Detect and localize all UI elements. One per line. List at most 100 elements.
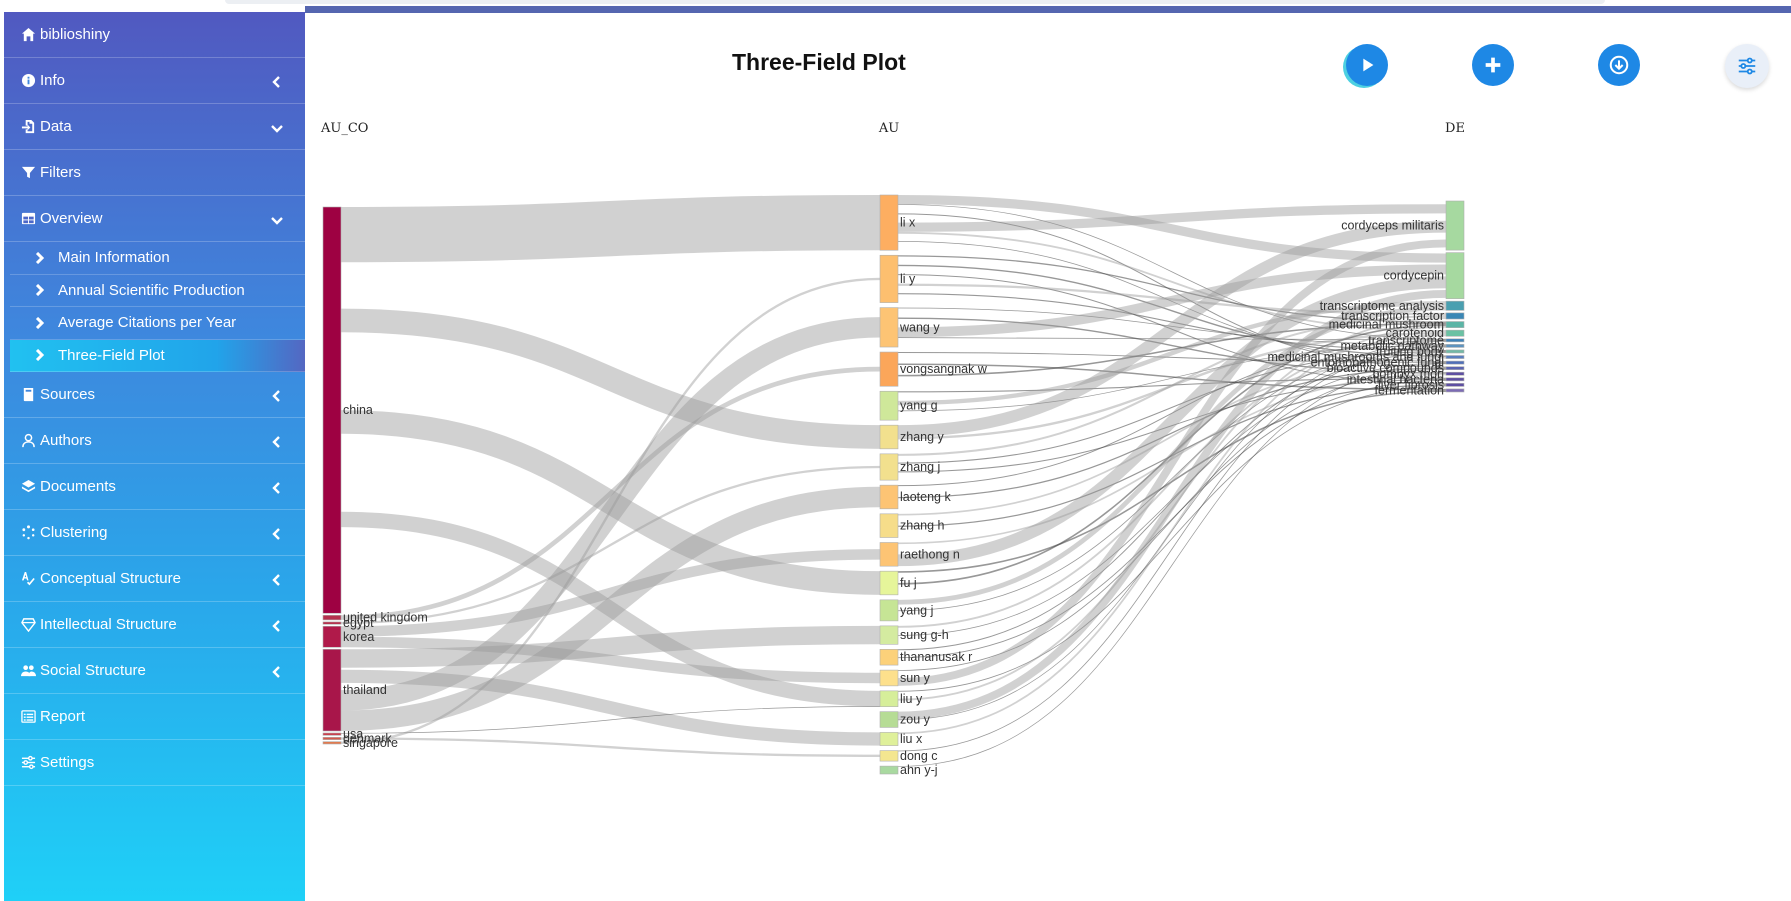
sankey-node[interactable] — [879, 732, 899, 746]
chevron-left-icon — [271, 435, 283, 448]
sankey-node[interactable] — [1445, 338, 1465, 343]
sankey-node[interactable] — [1445, 349, 1465, 354]
sankey-link — [897, 204, 1447, 232]
sankey-node[interactable] — [322, 625, 342, 648]
node-label: intestinal bacteria — [1347, 372, 1444, 386]
sankey-node[interactable] — [1445, 252, 1465, 299]
sankey-node[interactable] — [879, 570, 899, 596]
run-button[interactable] — [1346, 44, 1388, 86]
sankey-link — [897, 315, 1447, 456]
sankey-link — [897, 239, 1447, 686]
sankey-node[interactable] — [322, 614, 342, 621]
add-button[interactable] — [1472, 44, 1514, 86]
sankey-node[interactable] — [879, 542, 899, 567]
submenu-item[interactable]: Three-Field Plot — [10, 339, 305, 372]
book-icon — [20, 387, 36, 403]
sankey-link — [897, 362, 1447, 636]
node-label: united kingdom — [343, 611, 428, 625]
sankey-node[interactable] — [1445, 312, 1465, 320]
sankey-node[interactable] — [1445, 355, 1465, 359]
sankey-node[interactable] — [879, 669, 899, 687]
spell-check-icon — [20, 571, 36, 587]
sankey-node[interactable] — [1445, 321, 1465, 328]
sankey-link — [897, 385, 1447, 692]
submenu-item[interactable]: Annual Scientific Production — [10, 275, 305, 307]
sankey-node[interactable] — [879, 599, 899, 622]
sankey-node[interactable] — [879, 307, 899, 348]
sidebar-item-settings[interactable]: Settings — [4, 740, 305, 786]
sidebar-item-info[interactable]: Info — [4, 58, 305, 104]
sidebar-item-overview[interactable]: Overview — [4, 196, 305, 242]
node-label: bioactive compounds — [1327, 361, 1444, 375]
download-button[interactable] — [1598, 44, 1640, 86]
sankey-node[interactable] — [879, 649, 899, 666]
sankey-node[interactable] — [879, 513, 899, 538]
page-title: Three-Field Plot — [732, 49, 906, 75]
sankey-link — [340, 737, 881, 758]
submenu-item[interactable]: Average Citations per Year — [10, 307, 305, 340]
node-label: carotenoid — [1386, 326, 1444, 340]
sankey-link — [340, 636, 881, 684]
sankey-node[interactable] — [1445, 200, 1465, 251]
node-label: entomopathogenic fungi — [1311, 356, 1444, 370]
sidebar-item-conceptual[interactable]: Conceptual Structure — [4, 556, 305, 602]
node-label: dong c — [900, 749, 938, 763]
sankey-node[interactable] — [879, 625, 899, 645]
sidebar-item-data[interactable]: Data — [4, 104, 305, 150]
sankey-node[interactable] — [1445, 388, 1465, 393]
sankey-node[interactable] — [1445, 300, 1465, 311]
sankey-link — [897, 293, 1447, 352]
sankey-node[interactable] — [1445, 366, 1465, 371]
node-label: raethong n — [900, 547, 960, 561]
sliders-icon — [1738, 57, 1756, 75]
sidebar-item-documents[interactable]: Documents — [4, 464, 305, 510]
sankey-node[interactable] — [879, 711, 899, 728]
sidebar-item-filters[interactable]: Filters — [4, 150, 305, 196]
sankey-node[interactable] — [1445, 329, 1465, 337]
node-label: medicinal mushroom — [1329, 318, 1444, 332]
sankey-node[interactable] — [322, 732, 342, 736]
node-label: laoteng k — [900, 490, 951, 504]
sankey-node[interactable] — [322, 621, 342, 625]
sankey-node[interactable] — [879, 453, 899, 481]
field-title: AU_CO — [320, 121, 368, 136]
sankey-node[interactable] — [879, 390, 899, 421]
sankey-link — [897, 322, 1447, 377]
sankey-node[interactable] — [1445, 371, 1465, 376]
submenu-item[interactable]: Main Information — [10, 242, 305, 275]
sankey-node[interactable] — [879, 254, 899, 303]
sankey-node[interactable] — [879, 690, 899, 707]
node-label: singapore — [343, 736, 398, 750]
chevron-left-icon — [271, 481, 283, 494]
sankey-node[interactable] — [879, 424, 899, 450]
options-button[interactable] — [1725, 44, 1769, 88]
sankey-node[interactable] — [322, 737, 342, 740]
node-label: ahn y-j — [900, 763, 938, 777]
node-label: cordycepin — [1384, 269, 1444, 283]
sidebar-item-sources[interactable]: Sources — [4, 372, 305, 418]
sankey-node[interactable] — [1445, 360, 1465, 365]
sankey-node[interactable] — [1445, 383, 1465, 387]
sankey-node[interactable] — [322, 206, 342, 614]
node-label: wang y — [899, 320, 940, 334]
sidebar-item-social[interactable]: Social Structure — [4, 648, 305, 694]
sankey-link — [340, 486, 881, 731]
sankey-node[interactable] — [322, 741, 342, 745]
sidebar-item-intellectual[interactable]: Intellectual Structure — [4, 602, 305, 648]
node-label: fruiting body — [1376, 344, 1445, 358]
sidebar-item-report[interactable]: Report — [4, 694, 305, 740]
sankey-node[interactable] — [1445, 344, 1465, 348]
sidebar-item-home[interactable]: biblioshiny — [4, 12, 305, 58]
sankey-link — [340, 195, 881, 263]
node-label: transcriptome analysis — [1320, 299, 1444, 313]
sankey-node[interactable] — [879, 765, 899, 775]
sankey-node[interactable] — [1445, 377, 1465, 382]
sankey-node[interactable] — [322, 648, 342, 732]
sidebar-item-authors[interactable]: Authors — [4, 418, 305, 464]
sankey-node[interactable] — [879, 351, 899, 387]
sankey-node[interactable] — [879, 750, 899, 762]
sankey-node[interactable] — [879, 194, 899, 251]
sankey-link — [340, 277, 881, 745]
sidebar-item-clustering[interactable]: Clustering — [4, 510, 305, 556]
sankey-node[interactable] — [879, 484, 899, 510]
